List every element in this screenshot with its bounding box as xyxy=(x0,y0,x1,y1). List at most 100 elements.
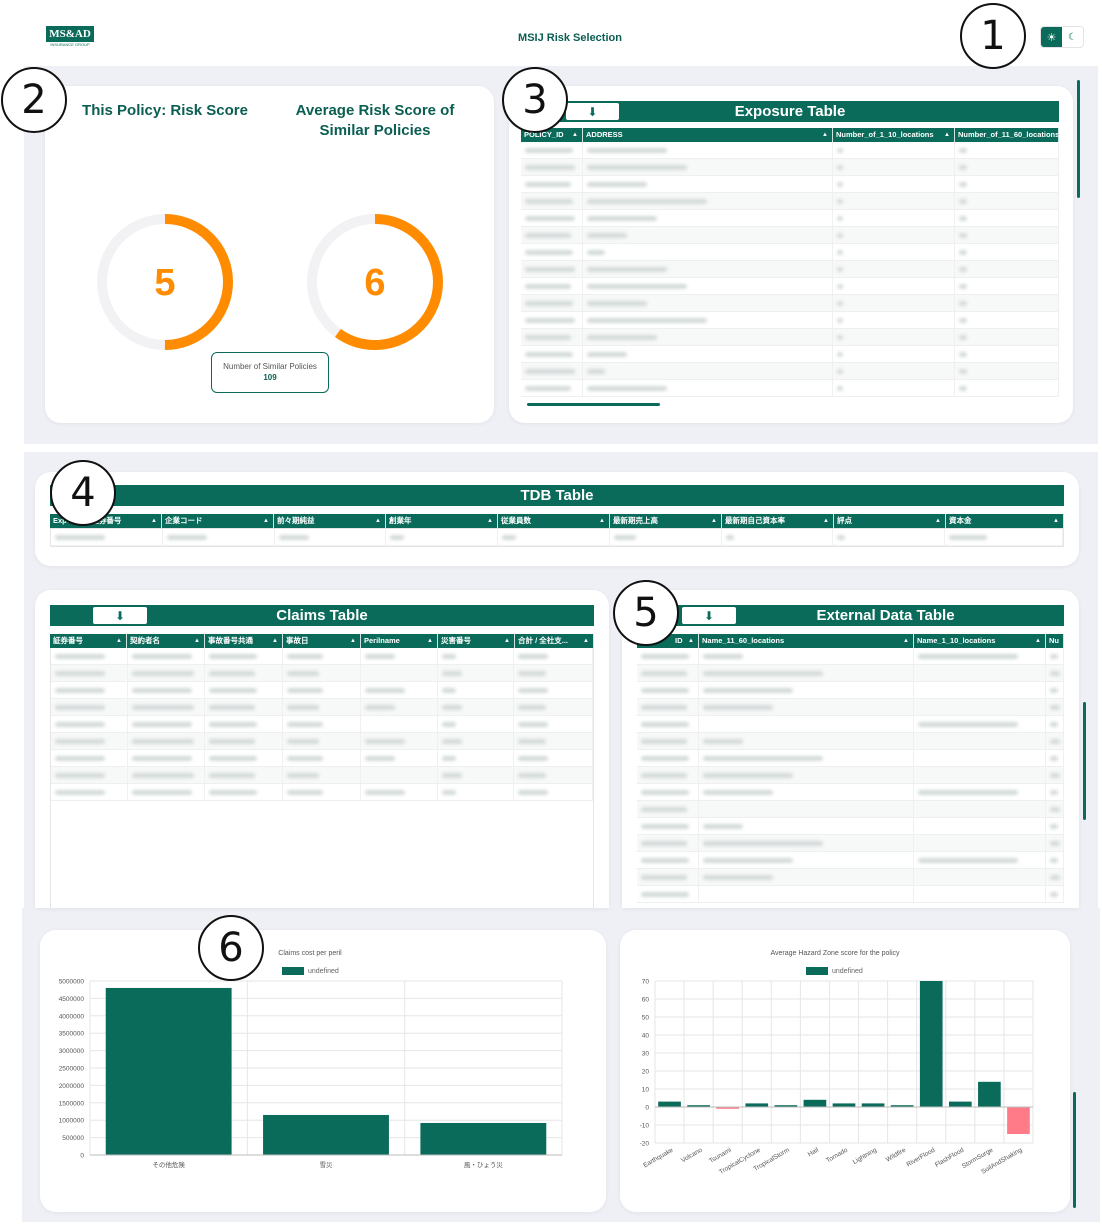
theme-toggle[interactable]: ☀ ☾ xyxy=(1040,26,1084,48)
redacted-value xyxy=(587,385,667,391)
redacted-value xyxy=(587,351,627,357)
external-col-id[interactable]: ID ▲ xyxy=(637,634,699,648)
table-cell xyxy=(699,648,914,664)
exposure-col-policy-id[interactable]: POLICY_ID ▲ xyxy=(521,128,583,142)
table-cell xyxy=(914,699,1046,715)
table-cell xyxy=(361,665,438,681)
redacted-value xyxy=(518,653,549,659)
y-tick-label: 4500000 xyxy=(59,996,85,1003)
bar-TropicalStorm xyxy=(774,1105,798,1107)
tdb-col-7[interactable]: 評点 ▲ xyxy=(834,514,946,528)
redacted-value xyxy=(587,181,647,187)
tdb-col-4[interactable]: 従業員数 ▲ xyxy=(498,514,610,528)
tdb-col-3[interactable]: 創業年 ▲ xyxy=(386,514,498,528)
table-cell xyxy=(1046,665,1064,681)
table-cell xyxy=(361,784,438,800)
table-cell xyxy=(955,278,1059,294)
tdb-col-1[interactable]: 企業コード ▲ xyxy=(162,514,274,528)
bar-Earthquake xyxy=(658,1101,681,1107)
redacted-value xyxy=(518,772,547,778)
table-cell xyxy=(699,699,914,715)
claims-col-4[interactable]: Perilname ▲ xyxy=(361,634,438,648)
table-cell xyxy=(955,329,1059,345)
middle-vertical-scrollbar[interactable] xyxy=(1083,702,1086,820)
redacted-value xyxy=(837,368,843,374)
hazard-chart-legend: undefined xyxy=(806,967,863,975)
table-cell xyxy=(521,193,583,209)
table-cell xyxy=(833,363,955,379)
table-cell xyxy=(833,227,955,243)
x-tick-label: Lightning xyxy=(852,1146,879,1165)
tdb-col-8[interactable]: 資本金 ▲ xyxy=(946,514,1064,528)
redacted-value xyxy=(1050,772,1060,778)
table-row xyxy=(51,648,593,665)
claims-download-button[interactable]: ⬇ xyxy=(92,606,148,625)
table-cell xyxy=(283,784,361,800)
claims-table-body xyxy=(50,648,594,908)
redacted-value xyxy=(131,755,192,761)
exposure-horizontal-scrollbar[interactable] xyxy=(527,403,660,406)
exposure-download-button[interactable]: ⬇ xyxy=(565,102,620,121)
y-tick-label: 1000000 xyxy=(59,1118,85,1125)
external-col-name-1-10[interactable]: Name_1_10_locations ▲ xyxy=(914,634,1046,648)
table-cell xyxy=(699,665,914,681)
exposure-col-locations-11-60[interactable]: Number_of_11_60_locations xyxy=(955,128,1059,142)
table-cell xyxy=(914,767,1046,783)
top-vertical-scrollbar[interactable] xyxy=(1077,80,1080,198)
callout-6: 6 xyxy=(198,915,264,981)
table-cell xyxy=(637,852,699,868)
table-cell xyxy=(128,716,206,732)
redacted-value xyxy=(837,317,843,323)
tdb-col-2[interactable]: 前々期純益 ▲ xyxy=(274,514,386,528)
redacted-value xyxy=(959,215,967,221)
redacted-value xyxy=(1050,704,1060,710)
tdb-col-5[interactable]: 最新期売上高 ▲ xyxy=(610,514,722,528)
redacted-value xyxy=(209,738,256,744)
dark-mode-button[interactable]: ☾ xyxy=(1062,27,1083,47)
exposure-col-locations-1-10[interactable]: Number_of_1_10_locations ▲ xyxy=(833,128,955,142)
claims-col-3[interactable]: 事故日 ▲ xyxy=(283,634,361,648)
table-cell xyxy=(1046,682,1064,698)
external-download-button[interactable]: ⬇ xyxy=(681,606,737,625)
table-cell xyxy=(1046,716,1064,732)
logo-text: MS&AD xyxy=(46,26,94,42)
bottom-vertical-scrollbar[interactable] xyxy=(1073,1092,1076,1208)
claims-col-5[interactable]: 災害番号 ▲ xyxy=(438,634,515,648)
exposure-col-address[interactable]: ADDRESS ▲ xyxy=(583,128,833,142)
redacted-value xyxy=(525,147,573,153)
claims-chart-title: Claims cost per peril xyxy=(278,950,342,957)
redacted-value xyxy=(703,772,793,778)
redacted-value xyxy=(1050,806,1060,812)
claims-col-1[interactable]: 契約者名 ▲ xyxy=(127,634,205,648)
claims-col-6[interactable]: 合計 / 全社支... ▲ xyxy=(515,634,594,648)
redacted-value xyxy=(613,534,636,540)
y-tick-label: 0 xyxy=(645,1105,649,1112)
table-cell xyxy=(128,767,206,783)
avg-risk-score-label-line2: Similar Policies xyxy=(319,122,431,139)
table-cell xyxy=(514,784,593,800)
tdb-col-6[interactable]: 最新期自己資本率 ▲ xyxy=(722,514,834,528)
table-cell xyxy=(1046,869,1064,885)
external-col-name-11-60[interactable]: Name_11_60_locations ▲ xyxy=(699,634,914,648)
table-cell xyxy=(205,767,284,783)
table-cell xyxy=(521,176,583,192)
table-cell xyxy=(163,529,275,545)
table-cell xyxy=(128,733,206,749)
redacted-value xyxy=(703,687,793,693)
redacted-value xyxy=(587,300,647,306)
redacted-value xyxy=(1050,857,1058,863)
light-mode-button[interactable]: ☀ xyxy=(1041,27,1062,47)
table-row xyxy=(521,227,1059,244)
table-cell xyxy=(583,346,833,362)
exposure-table-header: POLICY_ID ▲ ADDRESS ▲ Number_of_1_10_locat… xyxy=(521,128,1059,142)
table-cell xyxy=(914,801,1046,817)
redacted-value xyxy=(441,670,462,676)
claims-col-0[interactable]: 証券番号 ▲ xyxy=(50,634,127,648)
external-col-nu[interactable]: Nu xyxy=(1046,634,1064,648)
table-cell xyxy=(699,835,914,851)
redacted-value xyxy=(587,232,627,238)
table-cell xyxy=(833,176,955,192)
claims-col-2[interactable]: 事故番号共通 ▲ xyxy=(205,634,283,648)
table-cell xyxy=(514,733,593,749)
table-cell xyxy=(955,159,1059,175)
